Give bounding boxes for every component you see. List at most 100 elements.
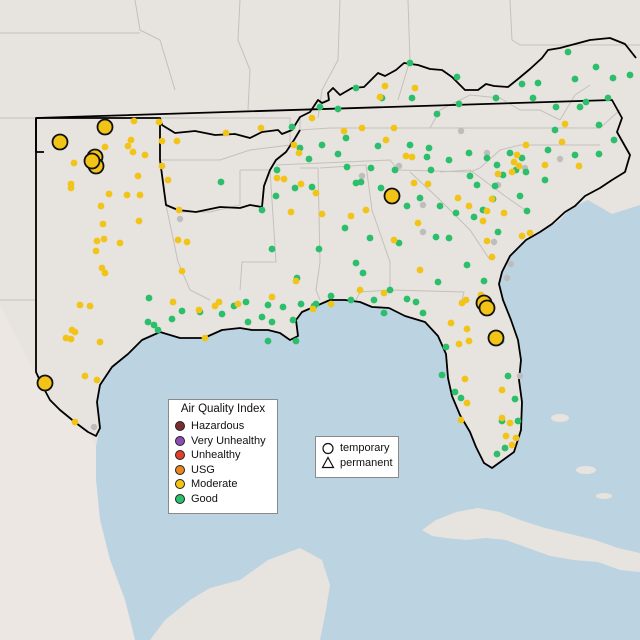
monitor-marker-good[interactable]	[514, 417, 522, 425]
monitor-marker-moderate[interactable]	[173, 137, 181, 145]
monitor-marker-unavailable[interactable]	[90, 423, 98, 431]
monitor-marker-moderate[interactable]	[522, 141, 530, 149]
monitor-marker-good[interactable]	[391, 166, 399, 174]
monitor-marker-moderate[interactable]	[290, 141, 298, 149]
monitor-marker-good[interactable]	[268, 318, 276, 326]
monitor-marker-good[interactable]	[217, 178, 225, 186]
monitor-marker-moderate[interactable]	[454, 194, 462, 202]
monitor-marker-moderate[interactable]	[455, 340, 463, 348]
monitor-marker-moderate[interactable]	[124, 142, 132, 150]
monitor-marker-moderate[interactable]	[97, 202, 105, 210]
monitor-marker-moderate[interactable]	[318, 210, 326, 218]
monitor-marker-moderate[interactable]	[463, 399, 471, 407]
monitor-marker-moderate[interactable]	[101, 269, 109, 277]
monitor-marker-unavailable[interactable]	[507, 260, 515, 268]
monitor-marker-good[interactable]	[506, 149, 514, 157]
monitor-marker-good[interactable]	[289, 316, 297, 324]
monitor-marker-good[interactable]	[341, 224, 349, 232]
monitor-marker-good[interactable]	[370, 296, 378, 304]
monitor-marker-good[interactable]	[551, 126, 559, 134]
monitor-marker-good[interactable]	[366, 234, 374, 242]
monitor-marker-good[interactable]	[434, 278, 442, 286]
monitor-marker-moderate[interactable]	[273, 174, 281, 182]
monitor-marker-moderate-large[interactable]	[478, 299, 496, 317]
monitor-marker-good[interactable]	[315, 245, 323, 253]
monitor-marker-moderate-large[interactable]	[83, 152, 101, 170]
monitor-marker-good[interactable]	[501, 444, 509, 452]
monitor-marker-moderate[interactable]	[312, 189, 320, 197]
monitor-marker-moderate[interactable]	[488, 195, 496, 203]
monitor-marker-good[interactable]	[318, 141, 326, 149]
monitor-marker-good[interactable]	[242, 298, 250, 306]
monitor-marker-moderate[interactable]	[465, 202, 473, 210]
monitor-marker-moderate[interactable]	[101, 143, 109, 151]
monitor-marker-moderate[interactable]	[169, 298, 177, 306]
monitor-marker-good[interactable]	[604, 94, 612, 102]
monitor-marker-moderate[interactable]	[356, 286, 364, 294]
monitor-marker-moderate[interactable]	[215, 298, 223, 306]
monitor-marker-moderate[interactable]	[381, 82, 389, 90]
monitor-marker-good[interactable]	[427, 166, 435, 174]
monitor-marker-good[interactable]	[342, 134, 350, 142]
monitor-marker-moderate[interactable]	[297, 180, 305, 188]
monitor-marker-moderate-large[interactable]	[36, 374, 54, 392]
monitor-marker-moderate-large[interactable]	[487, 329, 505, 347]
monitor-marker-moderate[interactable]	[382, 136, 390, 144]
monitor-marker-good[interactable]	[408, 94, 416, 102]
monitor-marker-moderate[interactable]	[158, 162, 166, 170]
monitor-marker-good[interactable]	[576, 103, 584, 111]
monitor-marker-moderate[interactable]	[411, 84, 419, 92]
monitor-marker-good[interactable]	[493, 161, 501, 169]
monitor-marker-moderate-large[interactable]	[383, 187, 401, 205]
monitor-marker-good[interactable]	[423, 153, 431, 161]
monitor-marker-good[interactable]	[595, 150, 603, 158]
monitor-marker-moderate[interactable]	[295, 149, 303, 157]
monitor-marker-moderate[interactable]	[175, 206, 183, 214]
monitor-marker-unavailable[interactable]	[176, 215, 184, 223]
monitor-marker-moderate[interactable]	[416, 266, 424, 274]
monitor-marker-moderate[interactable]	[195, 306, 203, 314]
monitor-marker-good[interactable]	[297, 300, 305, 308]
monitor-marker-moderate[interactable]	[463, 325, 471, 333]
monitor-marker-moderate[interactable]	[483, 207, 491, 215]
monitor-marker-good[interactable]	[432, 233, 440, 241]
monitor-marker-good[interactable]	[403, 202, 411, 210]
monitor-marker-moderate[interactable]	[222, 129, 230, 137]
monitor-marker-good[interactable]	[144, 318, 152, 326]
monitor-marker-good[interactable]	[455, 100, 463, 108]
monitor-marker-moderate[interactable]	[457, 416, 465, 424]
monitor-marker-unavailable[interactable]	[457, 127, 465, 135]
monitor-marker-good[interactable]	[564, 48, 572, 56]
monitor-marker-good[interactable]	[334, 150, 342, 158]
monitor-marker-moderate[interactable]	[575, 162, 583, 170]
monitor-marker-good[interactable]	[178, 307, 186, 315]
monitor-marker-good[interactable]	[412, 298, 420, 306]
monitor-marker-moderate[interactable]	[347, 212, 355, 220]
monitor-marker-moderate[interactable]	[287, 208, 295, 216]
monitor-marker-good[interactable]	[534, 79, 542, 87]
monitor-marker-moderate[interactable]	[518, 232, 526, 240]
monitor-marker-good[interactable]	[334, 105, 342, 113]
monitor-marker-moderate[interactable]	[561, 120, 569, 128]
monitor-marker-good[interactable]	[451, 388, 459, 396]
monitor-marker-good[interactable]	[511, 395, 519, 403]
monitor-marker-good[interactable]	[516, 192, 524, 200]
monitor-marker-moderate[interactable]	[174, 236, 182, 244]
monitor-marker-moderate[interactable]	[465, 337, 473, 345]
monitor-marker-moderate[interactable]	[498, 414, 506, 422]
monitor-marker-moderate[interactable]	[376, 93, 384, 101]
monitor-marker-moderate[interactable]	[129, 148, 137, 156]
monitor-marker-moderate[interactable]	[130, 117, 138, 125]
monitor-marker-moderate[interactable]	[508, 168, 516, 176]
monitor-marker-good[interactable]	[504, 372, 512, 380]
monitor-marker-moderate[interactable]	[292, 277, 300, 285]
monitor-marker-moderate[interactable]	[105, 190, 113, 198]
monitor-marker-moderate[interactable]	[71, 418, 79, 426]
monitor-marker-good[interactable]	[395, 239, 403, 247]
monitor-marker-moderate[interactable]	[141, 151, 149, 159]
monitor-marker-moderate[interactable]	[135, 217, 143, 225]
monitor-marker-good[interactable]	[518, 154, 526, 162]
monitor-marker-good[interactable]	[473, 181, 481, 189]
monitor-marker-good[interactable]	[493, 450, 501, 458]
monitor-marker-moderate[interactable]	[93, 237, 101, 245]
